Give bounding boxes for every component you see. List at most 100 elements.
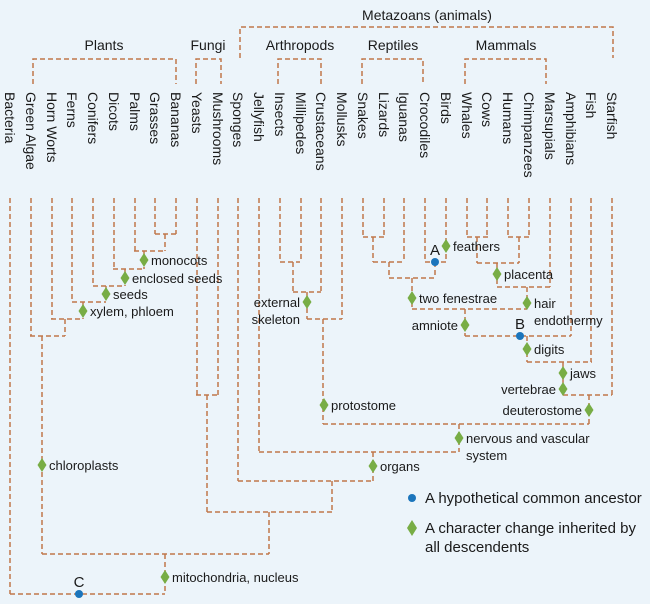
group-label-plants: Plants (85, 37, 124, 53)
diamond-icon (522, 296, 532, 310)
legend-character-1: A character change inherited by (425, 520, 636, 537)
character-label: amniote (412, 318, 458, 333)
character-change: nervous and vascular system (454, 431, 590, 463)
leaf-label: Amphibians (563, 92, 579, 165)
character-change: enclosed seeds (120, 271, 223, 286)
leaf-label: Whales (459, 92, 475, 139)
diamond-icon (368, 459, 378, 473)
leaf-label: Mollusks (334, 92, 350, 146)
leaf-label: Millipedes (293, 92, 309, 154)
leaf-label: Insects (272, 92, 288, 136)
character-label: organs (380, 459, 420, 474)
group-bracket (277, 58, 322, 84)
character-label: jaws (569, 366, 597, 381)
group-bracket (32, 58, 177, 84)
character-change: external skeleton (252, 295, 312, 327)
leaf-label: Bananas (168, 92, 184, 147)
character-label: monocots (151, 253, 208, 268)
character-label: enclosed seeds (132, 271, 223, 286)
ancestor-dot (431, 258, 439, 266)
character-label: vertebrae (501, 382, 556, 397)
leaf-label: Bacteria (2, 92, 18, 144)
ancestor-label: A (430, 242, 440, 259)
leaf-label: Sponges (230, 92, 246, 147)
group-label-metazoans: Metazoans (animals) (362, 7, 492, 23)
character-change: feathers (441, 239, 500, 254)
leaf-label: Yeasts (189, 92, 205, 134)
character-change: seeds (101, 287, 148, 302)
diamond-icon (160, 570, 170, 584)
character-change: organs (368, 459, 420, 474)
character-label: protostome (331, 398, 396, 413)
leaf-label: Jellyfish (251, 92, 267, 142)
character-label: hair (534, 296, 556, 311)
character-change: vertebrae (501, 382, 568, 397)
character-label: nervous and vascular (466, 431, 590, 446)
diamond-icon (492, 267, 502, 281)
group-label-reptiles: Reptiles (368, 37, 419, 53)
diamond-icon (302, 295, 312, 309)
character-label: system (466, 448, 507, 463)
leaf-label: Crustaceans (313, 92, 329, 171)
legend-ancestor: A hypothetical common ancestor (425, 490, 642, 507)
leaf-label: Snakes (355, 92, 371, 139)
diamond-icon (584, 403, 594, 417)
group-bracket (239, 26, 614, 58)
leaf-label: Crocodiles (417, 92, 433, 158)
ancestor-label: C (74, 574, 85, 591)
character-change: xylem, phloem (78, 304, 174, 319)
diamond-icon (319, 398, 329, 412)
character-label: endothermy (534, 313, 603, 328)
diamond-icon (558, 382, 568, 396)
diamond-icon (558, 366, 568, 380)
character-label: digits (534, 342, 565, 357)
character-change: hair endothermy (522, 296, 603, 328)
group-bracket (361, 58, 424, 84)
legend-character-2: all descendents (425, 539, 529, 556)
ancestor-dot-icon (408, 494, 416, 502)
leaf-label: Lizards (376, 92, 392, 137)
character-change: deuterostome (503, 403, 594, 418)
character-change: mitochondria, nucleus (160, 570, 299, 585)
leaf-label: Horn Worts (44, 92, 60, 163)
leaf-label: Mushrooms (210, 92, 226, 165)
legend: A hypothetical common ancestor A charact… (407, 490, 642, 556)
diamond-icon (101, 287, 111, 301)
leaf-label: Conifers (85, 92, 101, 144)
diamond-icon (460, 318, 470, 332)
character-label: deuterostome (503, 403, 583, 418)
character-change: jaws (558, 366, 597, 381)
character-change: protostome (319, 398, 396, 413)
diamond-icon (78, 304, 88, 318)
diamond-icon (454, 431, 464, 445)
leaf-label: Birds (438, 92, 454, 124)
group-label-mammals: Mammals (476, 37, 537, 53)
leaf-label: Humans (500, 92, 516, 144)
group-label-arthropods: Arthropods (266, 37, 334, 53)
leaf-label: Grasses (147, 92, 163, 144)
diamond-icon (441, 239, 451, 253)
group-bracket (464, 58, 547, 84)
diamond-icon (522, 342, 532, 356)
character-change: digits (522, 342, 565, 357)
character-label: two fenestrae (419, 291, 497, 306)
character-label: seeds (113, 287, 148, 302)
ancestor-dot (516, 332, 524, 340)
character-label: xylem, phloem (90, 304, 174, 319)
character-change: monocots (139, 253, 208, 268)
character-label: chloroplasts (49, 458, 119, 473)
character-change: two fenestrae (407, 291, 497, 306)
ancestor-label: B (515, 316, 525, 333)
character-change: amniote (412, 318, 470, 333)
diamond-icon (407, 291, 417, 305)
character-label: external (254, 295, 300, 310)
leaf-label: Dicots (106, 92, 122, 131)
group-label-fungi: Fungi (190, 37, 225, 53)
character-label: mitochondria, nucleus (172, 570, 299, 585)
group-bracket (195, 58, 222, 84)
leaf-label: Cows (479, 92, 495, 127)
leaf-label: Fish (583, 92, 599, 118)
leaf-label: Iguanas (396, 92, 412, 142)
